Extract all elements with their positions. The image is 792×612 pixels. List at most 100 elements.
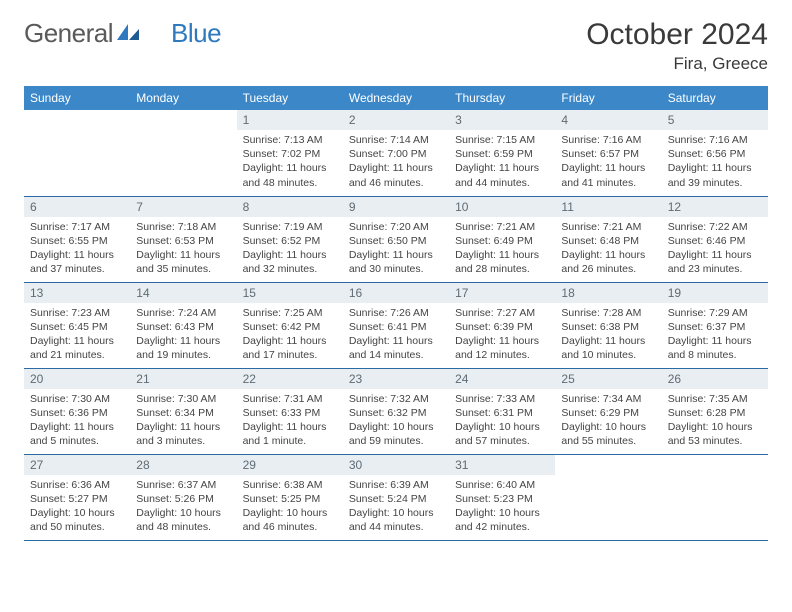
- day-info: Sunrise: 7:17 AMSunset: 6:55 PMDaylight:…: [24, 217, 130, 281]
- day-number: 19: [662, 283, 768, 303]
- day-info: Sunrise: 7:22 AMSunset: 6:46 PMDaylight:…: [662, 217, 768, 281]
- calendar-row: 27Sunrise: 6:36 AMSunset: 5:27 PMDayligh…: [24, 454, 768, 540]
- day-cell: 25Sunrise: 7:34 AMSunset: 6:29 PMDayligh…: [555, 368, 661, 454]
- day-number: 28: [130, 455, 236, 475]
- day-info: Sunrise: 7:19 AMSunset: 6:52 PMDaylight:…: [237, 217, 343, 281]
- day-number: 23: [343, 369, 449, 389]
- day-number: 25: [555, 369, 661, 389]
- sail-icon: [115, 18, 141, 49]
- day-number: 22: [237, 369, 343, 389]
- day-info: Sunrise: 7:16 AMSunset: 6:57 PMDaylight:…: [555, 130, 661, 194]
- day-number: 2: [343, 110, 449, 130]
- day-cell: 23Sunrise: 7:32 AMSunset: 6:32 PMDayligh…: [343, 368, 449, 454]
- day-cell: 2Sunrise: 7:14 AMSunset: 7:00 PMDaylight…: [343, 110, 449, 196]
- empty-cell: [662, 454, 768, 540]
- day-cell: 11Sunrise: 7:21 AMSunset: 6:48 PMDayligh…: [555, 196, 661, 282]
- day-info: Sunrise: 7:32 AMSunset: 6:32 PMDaylight:…: [343, 389, 449, 453]
- day-info: Sunrise: 7:26 AMSunset: 6:41 PMDaylight:…: [343, 303, 449, 367]
- day-cell: 28Sunrise: 6:37 AMSunset: 5:26 PMDayligh…: [130, 454, 236, 540]
- day-info: Sunrise: 7:31 AMSunset: 6:33 PMDaylight:…: [237, 389, 343, 453]
- day-cell: 27Sunrise: 6:36 AMSunset: 5:27 PMDayligh…: [24, 454, 130, 540]
- day-cell: 26Sunrise: 7:35 AMSunset: 6:28 PMDayligh…: [662, 368, 768, 454]
- weekday-header: Wednesday: [343, 86, 449, 110]
- weekday-header: Thursday: [449, 86, 555, 110]
- day-cell: 22Sunrise: 7:31 AMSunset: 6:33 PMDayligh…: [237, 368, 343, 454]
- day-info: Sunrise: 7:23 AMSunset: 6:45 PMDaylight:…: [24, 303, 130, 367]
- logo-text-general: General: [24, 18, 113, 49]
- day-info: Sunrise: 6:38 AMSunset: 5:25 PMDaylight:…: [237, 475, 343, 539]
- day-cell: 3Sunrise: 7:15 AMSunset: 6:59 PMDaylight…: [449, 110, 555, 196]
- day-cell: 9Sunrise: 7:20 AMSunset: 6:50 PMDaylight…: [343, 196, 449, 282]
- month-title: October 2024: [586, 18, 768, 52]
- day-info: Sunrise: 7:35 AMSunset: 6:28 PMDaylight:…: [662, 389, 768, 453]
- day-number: 20: [24, 369, 130, 389]
- day-info: Sunrise: 6:36 AMSunset: 5:27 PMDaylight:…: [24, 475, 130, 539]
- day-number: 14: [130, 283, 236, 303]
- day-cell: 19Sunrise: 7:29 AMSunset: 6:37 PMDayligh…: [662, 282, 768, 368]
- day-number: 29: [237, 455, 343, 475]
- calendar-table: SundayMondayTuesdayWednesdayThursdayFrid…: [24, 86, 768, 541]
- weekday-header: Monday: [130, 86, 236, 110]
- day-cell: 24Sunrise: 7:33 AMSunset: 6:31 PMDayligh…: [449, 368, 555, 454]
- empty-cell: [130, 110, 236, 196]
- header: General Blue October 2024 Fira, Greece: [24, 18, 768, 74]
- weekday-header: Tuesday: [237, 86, 343, 110]
- day-info: Sunrise: 7:28 AMSunset: 6:38 PMDaylight:…: [555, 303, 661, 367]
- day-number: 16: [343, 283, 449, 303]
- calendar-row: 6Sunrise: 7:17 AMSunset: 6:55 PMDaylight…: [24, 196, 768, 282]
- weekday-header-row: SundayMondayTuesdayWednesdayThursdayFrid…: [24, 86, 768, 110]
- day-number: 24: [449, 369, 555, 389]
- day-info: Sunrise: 7:27 AMSunset: 6:39 PMDaylight:…: [449, 303, 555, 367]
- day-cell: 31Sunrise: 6:40 AMSunset: 5:23 PMDayligh…: [449, 454, 555, 540]
- day-cell: 29Sunrise: 6:38 AMSunset: 5:25 PMDayligh…: [237, 454, 343, 540]
- logo-text-blue: Blue: [171, 18, 221, 49]
- empty-cell: [555, 454, 661, 540]
- day-cell: 5Sunrise: 7:16 AMSunset: 6:56 PMDaylight…: [662, 110, 768, 196]
- day-info: Sunrise: 7:14 AMSunset: 7:00 PMDaylight:…: [343, 130, 449, 194]
- logo: General Blue: [24, 18, 221, 49]
- day-cell: 1Sunrise: 7:13 AMSunset: 7:02 PMDaylight…: [237, 110, 343, 196]
- day-number: 12: [662, 197, 768, 217]
- weekday-header: Sunday: [24, 86, 130, 110]
- day-number: 17: [449, 283, 555, 303]
- day-info: Sunrise: 7:29 AMSunset: 6:37 PMDaylight:…: [662, 303, 768, 367]
- weekday-header: Saturday: [662, 86, 768, 110]
- day-cell: 16Sunrise: 7:26 AMSunset: 6:41 PMDayligh…: [343, 282, 449, 368]
- day-info: Sunrise: 7:15 AMSunset: 6:59 PMDaylight:…: [449, 130, 555, 194]
- day-number: 13: [24, 283, 130, 303]
- day-info: Sunrise: 6:37 AMSunset: 5:26 PMDaylight:…: [130, 475, 236, 539]
- day-number: 18: [555, 283, 661, 303]
- day-cell: 17Sunrise: 7:27 AMSunset: 6:39 PMDayligh…: [449, 282, 555, 368]
- day-number: 10: [449, 197, 555, 217]
- day-info: Sunrise: 7:24 AMSunset: 6:43 PMDaylight:…: [130, 303, 236, 367]
- day-number: 5: [662, 110, 768, 130]
- day-info: Sunrise: 7:18 AMSunset: 6:53 PMDaylight:…: [130, 217, 236, 281]
- weekday-header: Friday: [555, 86, 661, 110]
- day-info: Sunrise: 7:30 AMSunset: 6:34 PMDaylight:…: [130, 389, 236, 453]
- day-info: Sunrise: 7:30 AMSunset: 6:36 PMDaylight:…: [24, 389, 130, 453]
- calendar-row: 20Sunrise: 7:30 AMSunset: 6:36 PMDayligh…: [24, 368, 768, 454]
- day-cell: 13Sunrise: 7:23 AMSunset: 6:45 PMDayligh…: [24, 282, 130, 368]
- day-cell: 7Sunrise: 7:18 AMSunset: 6:53 PMDaylight…: [130, 196, 236, 282]
- day-info: Sunrise: 7:16 AMSunset: 6:56 PMDaylight:…: [662, 130, 768, 194]
- day-cell: 10Sunrise: 7:21 AMSunset: 6:49 PMDayligh…: [449, 196, 555, 282]
- day-cell: 20Sunrise: 7:30 AMSunset: 6:36 PMDayligh…: [24, 368, 130, 454]
- day-info: Sunrise: 6:40 AMSunset: 5:23 PMDaylight:…: [449, 475, 555, 539]
- day-number: 27: [24, 455, 130, 475]
- day-number: 21: [130, 369, 236, 389]
- day-info: Sunrise: 7:34 AMSunset: 6:29 PMDaylight:…: [555, 389, 661, 453]
- day-number: 9: [343, 197, 449, 217]
- location: Fira, Greece: [586, 54, 768, 74]
- day-cell: 15Sunrise: 7:25 AMSunset: 6:42 PMDayligh…: [237, 282, 343, 368]
- day-cell: 30Sunrise: 6:39 AMSunset: 5:24 PMDayligh…: [343, 454, 449, 540]
- day-number: 8: [237, 197, 343, 217]
- day-cell: 6Sunrise: 7:17 AMSunset: 6:55 PMDaylight…: [24, 196, 130, 282]
- calendar-row: 13Sunrise: 7:23 AMSunset: 6:45 PMDayligh…: [24, 282, 768, 368]
- day-number: 31: [449, 455, 555, 475]
- calendar-row: 1Sunrise: 7:13 AMSunset: 7:02 PMDaylight…: [24, 110, 768, 196]
- day-number: 6: [24, 197, 130, 217]
- day-info: Sunrise: 7:21 AMSunset: 6:49 PMDaylight:…: [449, 217, 555, 281]
- day-cell: 21Sunrise: 7:30 AMSunset: 6:34 PMDayligh…: [130, 368, 236, 454]
- day-info: Sunrise: 7:21 AMSunset: 6:48 PMDaylight:…: [555, 217, 661, 281]
- day-cell: 12Sunrise: 7:22 AMSunset: 6:46 PMDayligh…: [662, 196, 768, 282]
